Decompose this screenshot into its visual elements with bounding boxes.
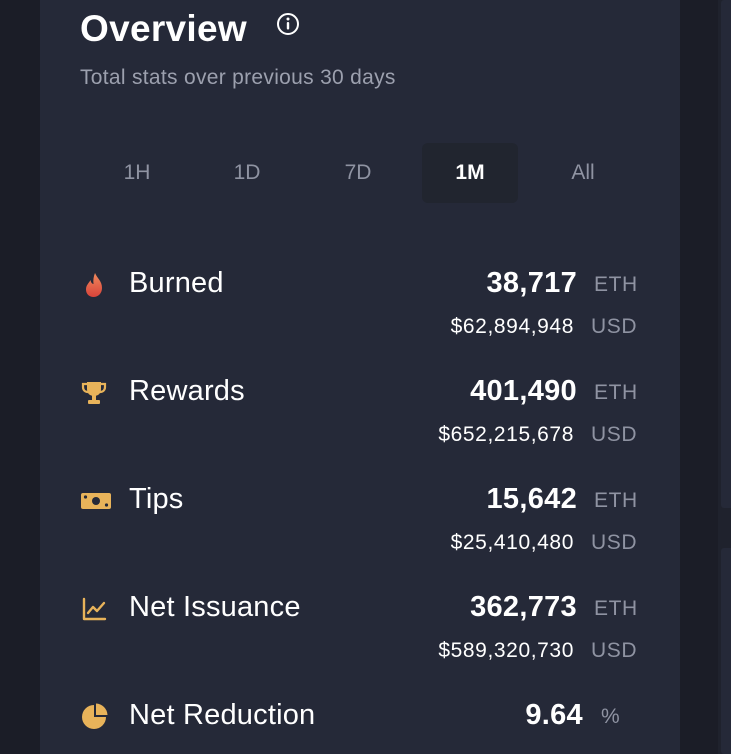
stat-usd-unit-net-issuance: USD — [591, 639, 638, 662]
stat-label-net-reduction: Net Reduction — [129, 699, 316, 731]
stat-label-burned: Burned — [129, 267, 224, 299]
time-range-tabs: 1H 1D 7D 1M All — [80, 143, 640, 203]
stat-usd-net-issuance: $589,320,730 — [438, 639, 574, 662]
stat-usd-burned: $62,894,948 — [450, 315, 574, 338]
stat-label-rewards: Rewards — [129, 375, 245, 407]
stat-unit-net-issuance: ETH — [594, 597, 638, 620]
line-chart-icon — [82, 597, 107, 621]
stat-unit-net-reduction: % — [601, 705, 621, 728]
page-subtitle: Total stats over previous 30 days — [80, 66, 396, 89]
stat-usd-unit-tips: USD — [591, 531, 638, 554]
stat-unit-burned: ETH — [594, 273, 638, 296]
right-panel-segment — [721, 548, 731, 754]
stat-usd-tips: $25,410,480 — [450, 531, 574, 554]
info-circle-icon[interactable] — [276, 12, 300, 36]
tab-1d[interactable]: 1D — [233, 161, 261, 184]
stat-value-rewards: 401,490 — [470, 375, 577, 407]
flame-icon — [86, 273, 102, 297]
tab-7d[interactable]: 7D — [344, 161, 372, 184]
pie-chart-icon — [82, 703, 108, 729]
stat-unit-rewards: ETH — [594, 381, 638, 404]
stat-unit-tips: ETH — [594, 489, 638, 512]
stat-value-net-reduction: 9.64 — [525, 699, 583, 731]
banknote-icon — [81, 493, 111, 509]
tab-all[interactable]: All — [571, 161, 595, 184]
stat-label-net-issuance: Net Issuance — [129, 591, 301, 623]
stat-usd-rewards: $652,215,678 — [438, 423, 574, 446]
stat-label-tips: Tips — [129, 483, 184, 515]
right-panel-edge — [718, 0, 731, 754]
stat-value-net-issuance: 362,773 — [470, 591, 577, 623]
overview-card — [40, 0, 680, 754]
tab-1m[interactable]: 1M — [422, 143, 518, 203]
page-title: Overview — [80, 8, 247, 49]
stat-value-tips: 15,642 — [486, 483, 577, 515]
stat-usd-unit-rewards: USD — [591, 423, 638, 446]
stat-value-burned: 38,717 — [486, 267, 577, 299]
right-panel-segment — [721, 0, 731, 508]
stat-usd-unit-burned: USD — [591, 315, 638, 338]
tab-1h[interactable]: 1H — [123, 161, 151, 184]
trophy-icon — [81, 382, 107, 404]
